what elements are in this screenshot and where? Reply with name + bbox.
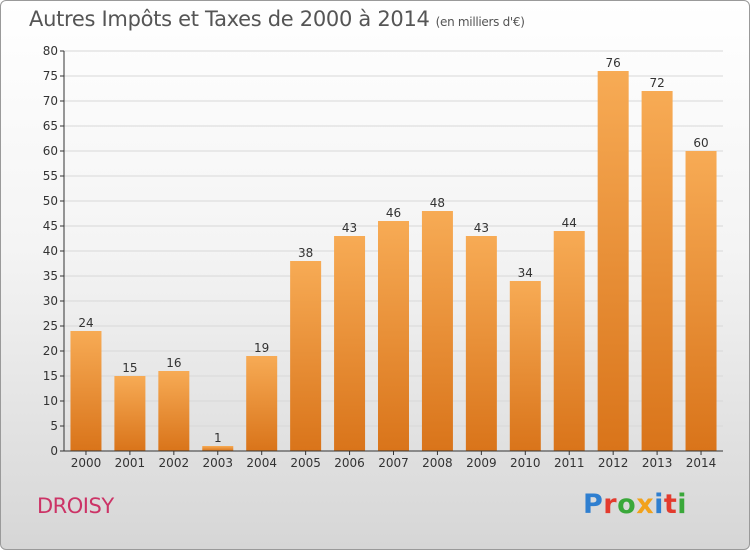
bar-2011 [553, 231, 585, 451]
x-tick-label: 2002 [159, 456, 190, 470]
y-tick-label: 75 [43, 69, 58, 83]
x-tick-label: 2007 [378, 456, 409, 470]
bar-2004 [246, 356, 278, 451]
data-label-2001: 15 [122, 361, 137, 375]
data-label-2007: 46 [386, 206, 401, 220]
bars [70, 71, 717, 451]
y-tick-label: 10 [43, 394, 58, 408]
x-tick-labels: 2000 2001 2002 2003 2004 2005 2006 2007 2008 2009… [71, 451, 717, 470]
y-tick-label: 25 [43, 319, 58, 333]
y-tick-label: 35 [43, 269, 58, 283]
bar-2009 [465, 236, 497, 451]
y-tick-label: 45 [43, 219, 58, 233]
data-label-2009: 43 [474, 221, 489, 235]
data-label-2004: 19 [254, 341, 269, 355]
data-label-2006: 43 [342, 221, 357, 235]
x-tick-label: 2010 [510, 456, 541, 470]
data-label-2011: 44 [562, 216, 577, 230]
data-label-2003: 1 [214, 431, 222, 445]
x-tick-label: 2001 [115, 456, 146, 470]
data-labels: 24 15 16 1 19 38 43 46 48 43 34 44 76 72 60 [78, 56, 708, 445]
y-tick-label: 30 [43, 294, 58, 308]
x-tick-label: 2012 [598, 456, 629, 470]
data-label-2000: 24 [78, 316, 93, 330]
y-tick-label: 0 [50, 444, 58, 458]
y-tick-label: 15 [43, 369, 58, 383]
data-label-2014: 60 [693, 136, 708, 150]
bar-2000 [70, 331, 102, 451]
bar-2005 [290, 261, 322, 451]
y-tick-label: 40 [43, 244, 58, 258]
y-tick-label: 70 [43, 94, 58, 108]
data-label-2005: 38 [298, 246, 313, 260]
data-label-2013: 72 [649, 76, 664, 90]
commune-name: DROISY [37, 494, 114, 518]
x-tick-label: 2000 [71, 456, 102, 470]
x-tick-label: 2004 [246, 456, 277, 470]
bar-2012 [597, 71, 629, 451]
proxiti-logo: Proxiti [583, 489, 688, 520]
x-tick-label: 2006 [334, 456, 365, 470]
y-tick-label: 80 [43, 44, 58, 58]
bar-2003 [202, 446, 234, 451]
bar-2010 [509, 281, 541, 451]
bar-2002 [158, 371, 190, 451]
x-tick-label: 2009 [466, 456, 497, 470]
y-tick-label: 20 [43, 344, 58, 358]
y-tick-label: 65 [43, 119, 58, 133]
bar-2008 [421, 211, 453, 451]
bar-2007 [378, 221, 409, 451]
bar-2006 [334, 236, 366, 451]
x-tick-label: 2005 [290, 456, 321, 470]
chart-title: Autres Impôts et Taxes de 2000 à 2014 (en… [29, 7, 525, 31]
bar-2001 [114, 376, 146, 451]
bar-2014 [685, 151, 717, 451]
data-label-2008: 48 [430, 196, 445, 210]
x-tick-label: 2003 [202, 456, 233, 470]
y-tick-label: 60 [43, 144, 58, 158]
x-tick-label: 2011 [554, 456, 585, 470]
x-tick-label: 2014 [686, 456, 717, 470]
data-label-2002: 16 [166, 356, 181, 370]
y-tick-label: 50 [43, 194, 58, 208]
y-tick-label: 55 [43, 169, 58, 183]
y-tick-label: 5 [50, 419, 58, 433]
chart-title-text: Autres Impôts et Taxes de 2000 à 2014 [29, 7, 430, 31]
data-label-2010: 34 [518, 266, 533, 280]
data-label-2012: 76 [606, 56, 621, 70]
bar-2013 [641, 91, 673, 451]
x-tick-label: 2013 [642, 456, 673, 470]
x-tick-label: 2008 [422, 456, 453, 470]
chart-subtitle: (en milliers d'€) [435, 15, 525, 29]
y-tick-labels: 0 5 10 15 20 25 30 35 40 45 50 55 60 65 70 75 80 [43, 44, 64, 458]
